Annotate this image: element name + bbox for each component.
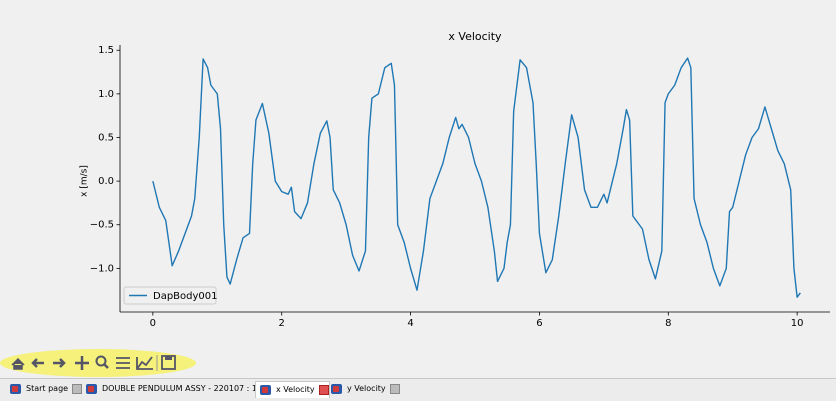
- tab[interactable]: Start page: [6, 381, 83, 397]
- y-tick-label: 0.0: [98, 176, 114, 187]
- tab-icon: [86, 384, 97, 394]
- tab-icon: [260, 385, 271, 395]
- edit-axis-button[interactable]: [136, 356, 153, 370]
- legend-label: DapBody001: [153, 291, 218, 302]
- toolbar: [0, 349, 196, 377]
- y-tick-label: −0.5: [90, 220, 114, 231]
- tab[interactable]: DOUBLE PENDULUM ASSY - 220107 : 1*: [82, 381, 275, 397]
- x-tick-label: 6: [536, 318, 542, 329]
- y-tick-label: 1.0: [98, 89, 114, 100]
- zoom-button[interactable]: [95, 355, 109, 369]
- back-button[interactable]: [31, 358, 44, 368]
- tab-label: y Velocity: [347, 384, 386, 393]
- x-tick-label: 4: [407, 318, 413, 329]
- tab[interactable]: x Velocity: [255, 381, 330, 398]
- line-series: [152, 57, 801, 298]
- home-button[interactable]: [11, 357, 25, 370]
- legend: DapBody001: [123, 286, 218, 305]
- tab-bar: Start page DOUBLE PENDULUM ASSY - 220107 …: [0, 378, 836, 401]
- x-tick-label: 8: [665, 318, 671, 329]
- x-tick-label: 10: [791, 318, 804, 329]
- tab-label: DOUBLE PENDULUM ASSY - 220107 : 1*: [102, 384, 261, 393]
- close-tab-button[interactable]: [389, 383, 400, 394]
- x-tick-label: 2: [279, 318, 285, 329]
- tab[interactable]: y Velocity: [327, 381, 400, 397]
- close-tab-button[interactable]: [72, 383, 83, 394]
- legend-box: [123, 286, 217, 305]
- y-tick-label: −1.0: [90, 263, 114, 274]
- tab-icon: [331, 384, 342, 394]
- y-axis-label: x [m/s]: [80, 165, 90, 197]
- y-tick-label: 0.5: [98, 132, 114, 143]
- chart: x Velocity x [m/s] −1.0 −0.5 0.0 0.5 1.0 1.5 0…: [0, 30, 830, 377]
- tab-label: x Velocity: [276, 385, 315, 394]
- configure-button[interactable]: [116, 357, 130, 369]
- tab-label: Start page: [26, 384, 69, 393]
- tab-icon: [10, 384, 21, 394]
- x-tick-label: 0: [150, 318, 156, 329]
- save-button[interactable]: [161, 355, 176, 370]
- chart-title: x Velocity: [448, 30, 502, 43]
- close-tab-button[interactable]: [318, 384, 329, 395]
- highlight: [0, 349, 196, 377]
- pan-button[interactable]: [75, 356, 89, 370]
- y-tick-label: 1.5: [98, 45, 114, 56]
- forward-button[interactable]: [53, 358, 66, 368]
